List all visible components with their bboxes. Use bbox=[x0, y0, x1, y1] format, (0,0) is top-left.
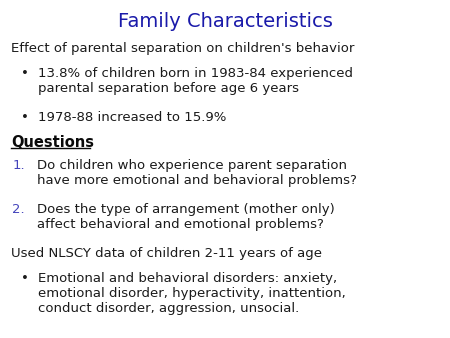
Text: 2.: 2. bbox=[12, 203, 25, 216]
Text: Do children who experience parent separation
have more emotional and behavioral : Do children who experience parent separa… bbox=[37, 159, 357, 187]
Text: Used NLSCY data of children 2-11 years of age: Used NLSCY data of children 2-11 years o… bbox=[11, 247, 322, 260]
Text: Questions: Questions bbox=[11, 135, 94, 150]
Text: Family Characteristics: Family Characteristics bbox=[117, 12, 333, 31]
Text: 13.8% of children born in 1983-84 experienced
parental separation before age 6 y: 13.8% of children born in 1983-84 experi… bbox=[38, 67, 353, 95]
Text: •: • bbox=[21, 272, 29, 285]
Text: •: • bbox=[21, 111, 29, 123]
Text: Effect of parental separation on children's behavior: Effect of parental separation on childre… bbox=[11, 42, 355, 55]
Text: 1978-88 increased to 15.9%: 1978-88 increased to 15.9% bbox=[38, 111, 227, 123]
Text: Emotional and behavioral disorders: anxiety,
emotional disorder, hyperactivity, : Emotional and behavioral disorders: anxi… bbox=[38, 272, 346, 315]
Text: 1.: 1. bbox=[12, 159, 25, 172]
Text: Does the type of arrangement (mother only)
affect behavioral and emotional probl: Does the type of arrangement (mother onl… bbox=[37, 203, 335, 231]
Text: •: • bbox=[21, 67, 29, 79]
